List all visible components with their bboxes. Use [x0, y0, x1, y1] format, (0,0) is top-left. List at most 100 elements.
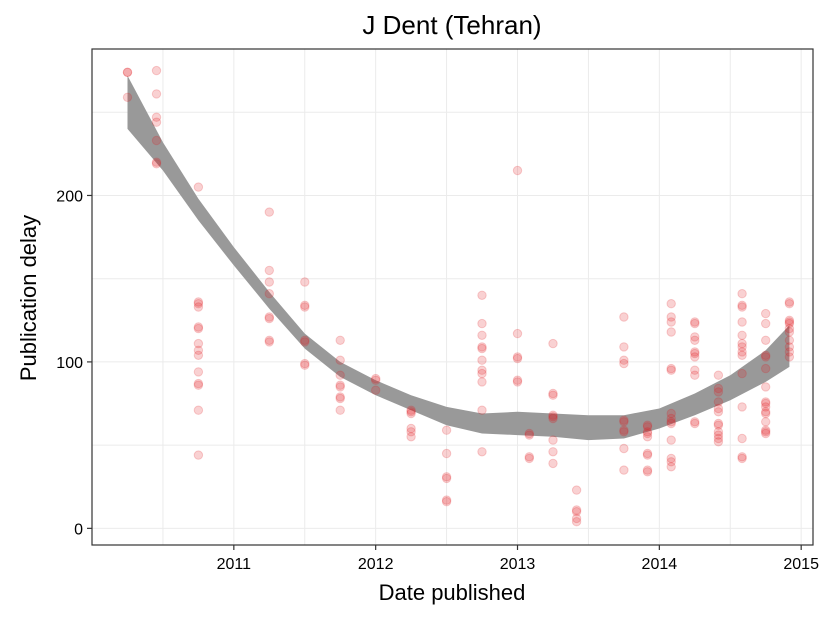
data-point	[784, 323, 795, 334]
data-point	[784, 318, 795, 329]
data-point	[737, 317, 747, 327]
x-axis-label: Date published	[379, 580, 526, 605]
data-point	[642, 420, 653, 430]
data-point	[300, 360, 310, 370]
data-point	[666, 417, 676, 427]
data-point	[737, 330, 747, 340]
plot-panel-border	[91, 48, 814, 546]
data-point	[690, 352, 700, 362]
data-point	[512, 165, 523, 176]
data-point	[784, 315, 795, 325]
data-point	[548, 338, 558, 349]
data-point	[548, 390, 558, 400]
data-point	[524, 453, 534, 464]
data-point	[151, 65, 162, 76]
data-point	[371, 375, 381, 385]
data-point	[713, 433, 724, 444]
data-point	[512, 353, 523, 364]
data-point	[524, 430, 534, 440]
data-point	[571, 513, 582, 524]
data-point	[784, 335, 795, 345]
data-point	[193, 380, 204, 390]
data-point	[761, 402, 771, 412]
data-point	[571, 517, 582, 527]
data-point	[151, 135, 162, 146]
data-point	[300, 302, 310, 312]
data-point	[784, 342, 795, 352]
data-point	[151, 157, 162, 167]
data-point	[737, 300, 747, 310]
data-point	[690, 317, 700, 327]
data-point	[690, 348, 700, 359]
data-point	[619, 443, 629, 454]
axis-ticks: 2011 2012 2013 2014 2015 0 100 200	[56, 188, 819, 573]
data-point	[524, 452, 534, 462]
data-point	[300, 358, 310, 369]
data-point	[548, 435, 558, 445]
data-point	[666, 363, 676, 374]
data-point	[264, 335, 274, 345]
data-point	[335, 380, 345, 390]
data-point	[193, 322, 204, 332]
data-point	[441, 497, 452, 507]
data-point	[619, 427, 629, 437]
data-point	[713, 387, 724, 397]
data-point	[406, 432, 416, 442]
data-point	[690, 417, 700, 427]
x-tick-label: 2011	[217, 556, 252, 573]
data-point	[406, 423, 416, 434]
data-point	[713, 403, 724, 414]
data-point	[477, 342, 487, 352]
data-point	[666, 408, 676, 419]
data-point	[713, 418, 724, 429]
data-point	[737, 368, 747, 379]
data-point	[335, 355, 345, 365]
data-point	[300, 300, 310, 310]
data-point	[335, 405, 345, 415]
data-point	[477, 355, 487, 365]
data-point	[264, 277, 274, 287]
data-point	[477, 330, 487, 340]
data-point	[619, 415, 629, 425]
data-point	[642, 450, 653, 460]
data-point	[477, 368, 487, 379]
data-point	[619, 355, 629, 365]
data-point	[737, 289, 747, 299]
data-point	[761, 308, 771, 319]
data-point	[690, 347, 700, 357]
data-point	[713, 407, 724, 417]
data-point	[477, 290, 487, 300]
data-point	[713, 383, 724, 394]
data-point	[477, 365, 487, 375]
data-point	[193, 450, 204, 460]
data-point	[512, 375, 523, 385]
data-point	[300, 277, 310, 287]
data-point	[642, 467, 653, 477]
data-point	[371, 385, 381, 395]
x-tick-label: 2015	[783, 556, 819, 573]
data-point	[737, 433, 747, 444]
data-point	[666, 365, 676, 375]
data-point	[690, 318, 700, 329]
data-point	[761, 382, 771, 392]
data-point	[761, 350, 771, 360]
data-point	[666, 435, 676, 445]
data-point	[441, 448, 452, 459]
data-point	[761, 408, 771, 419]
data-point	[406, 427, 416, 437]
data-point	[512, 328, 523, 339]
data-point	[666, 462, 676, 472]
data-point	[335, 370, 345, 380]
data-point	[335, 382, 345, 392]
data-point	[619, 342, 629, 352]
data-point	[477, 377, 487, 387]
y-axis-label: Publication delay	[16, 215, 41, 381]
data-point	[690, 335, 700, 345]
data-point	[548, 412, 558, 422]
data-point	[193, 350, 204, 360]
data-point	[642, 422, 653, 432]
data-point	[784, 327, 795, 337]
data-point	[264, 265, 274, 276]
x-tick-label: 2013	[500, 556, 536, 573]
data-point	[713, 397, 724, 407]
